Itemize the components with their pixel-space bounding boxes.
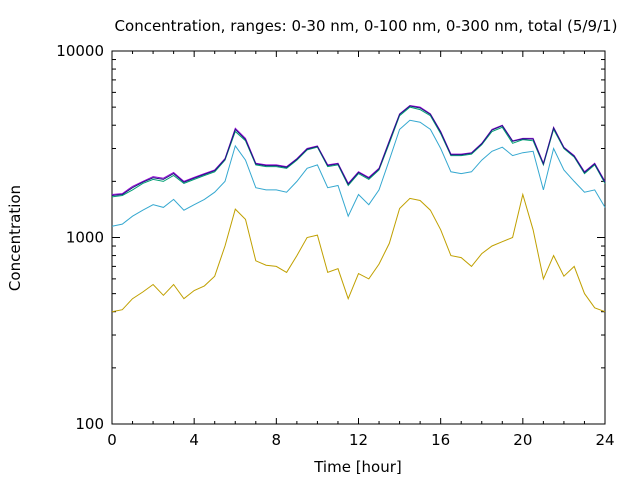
x-axis-label: Time [hour] (313, 458, 402, 476)
series-line-1 (111, 119, 606, 227)
plot-frame (111, 50, 606, 425)
x-axis-ticks: 0 4 8 12 16 20 24 (107, 51, 615, 449)
series-line-2 (111, 106, 606, 198)
series-line-4 (111, 105, 606, 196)
x-tick-label-2: 8 (272, 431, 282, 449)
y-axis-label: Concentration (6, 185, 24, 291)
x-tick-label-5: 20 (513, 431, 532, 449)
series-lines (111, 104, 606, 313)
x-tick-label-0: 0 (107, 431, 117, 449)
x-tick-label-6: 24 (595, 431, 614, 449)
y-axis-ticks: 100 1000 10000 (56, 42, 605, 433)
x-tick-label-1: 4 (189, 431, 199, 449)
x-tick-label-3: 12 (349, 431, 368, 449)
y-tick-label-1: 1000 (66, 229, 104, 247)
x-tick-label-4: 16 (431, 431, 450, 449)
chart-title: Concentration, ranges: 0-30 nm, 0-100 nm… (115, 17, 618, 35)
y-tick-label-2: 10000 (56, 42, 104, 60)
series-line-0 (111, 192, 606, 313)
y-tick-label-0: 100 (75, 415, 104, 433)
